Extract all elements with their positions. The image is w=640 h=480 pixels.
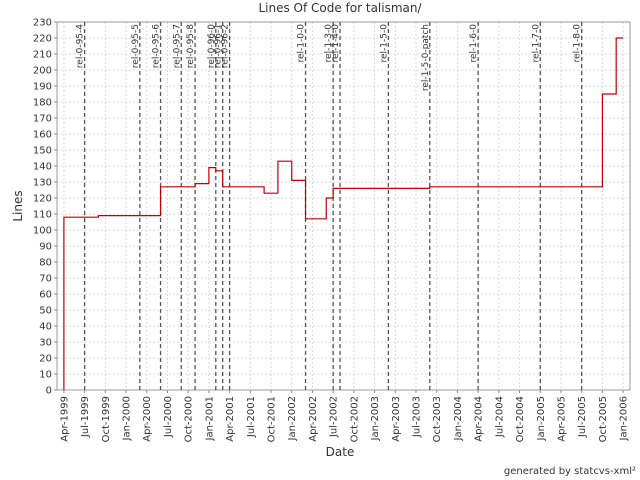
release-label: rel-1-5-0-patch [421,24,431,91]
x-tick-label: Jul-2001 [246,396,257,438]
x-tick-label: Apr-2005 [556,396,567,442]
y-tick-label: 220 [33,34,52,45]
y-tick-label: 40 [39,322,52,333]
release-label: rel-0-95-7 [172,24,182,68]
y-tick-label: 160 [33,130,52,141]
y-tick-label: 180 [33,98,52,109]
x-tick-label: Apr-2003 [391,396,402,442]
x-tick-label: Apr-1999 [59,396,70,442]
x-tick-label: Apr-2000 [142,396,153,442]
x-tick-label: Jan-2002 [287,396,298,441]
x-tick-label: Oct-2004 [515,396,526,442]
x-tick-label: Jul-2004 [494,396,505,438]
y-tick-label: 60 [39,290,52,301]
release-label: rel-0-96-1 [214,24,224,68]
release-label: rel-1-0-0 [297,24,307,63]
y-tick-label: 110 [33,210,52,221]
x-tick-label: Oct-2002 [349,396,360,442]
y-tick-label: 190 [33,82,52,93]
x-tick-label: Apr-2004 [474,396,485,442]
plot-area [57,22,630,390]
y-tick-label: 170 [33,114,52,125]
x-tick-label: Jul-2002 [329,396,340,438]
release-label: rel-0-95-5 [131,24,141,68]
x-tick-label: Jan-2006 [619,396,630,441]
release-label: rel-1-8-0 [573,24,583,63]
release-label: rel-0-96-0 [207,24,217,68]
y-tick-label: 140 [33,162,52,173]
x-tick-label: Apr-2001 [225,396,236,442]
release-label: rel-0-95-8 [186,24,196,68]
y-tick-label: 100 [33,226,52,237]
x-tick-label: Jan-2005 [536,396,547,441]
y-tick-label: 150 [33,146,52,157]
x-tick-label: Oct-2001 [267,396,278,442]
release-label: rel-0-95-4 [76,24,86,68]
y-axis-label: Lines [11,190,25,221]
x-tick-label: Jul-2003 [411,396,422,438]
y-tick-label: 10 [39,370,52,381]
y-tick-label: 210 [33,50,52,61]
x-tick-label: Jul-2000 [163,396,174,438]
release-label: rel-0-96-2 [221,24,231,68]
x-tick-label: Oct-2000 [184,396,195,442]
x-tick-label: Jul-2005 [577,396,588,438]
y-tick-label: 0 [46,386,52,397]
release-label: rel-1-6-0 [469,24,479,63]
x-tick-label: Jan-2000 [122,396,133,441]
x-tick-label: Oct-2003 [432,396,443,442]
y-tick-label: 130 [33,178,52,189]
y-tick-label: 70 [39,274,52,285]
y-tick-label: 80 [39,258,52,269]
y-tick-label: 200 [33,66,52,77]
release-label: rel-1-3-0 [324,24,334,63]
y-tick-label: 120 [33,194,52,205]
x-tick-label: Jan-2004 [453,396,464,441]
release-label: rel-1-5-0 [379,24,389,63]
chart-title: Lines Of Code for talisman/ [258,1,422,15]
x-tick-label: Jan-2001 [204,396,215,441]
y-tick-label: 230 [33,18,52,29]
x-tick-label: Oct-1999 [101,396,112,442]
y-tick-label: 30 [39,338,52,349]
y-tick-label: 90 [39,242,52,253]
plot-border [56,21,631,391]
release-label: rel-1-7-0 [531,24,541,63]
x-axis-label: Date [326,445,355,459]
line [63,37,624,390]
x-tick-label: Jan-2003 [370,396,381,441]
x-tick-label: Jul-1999 [80,396,91,438]
x-tick-label: Oct-2005 [598,396,609,442]
y-tick-label: 50 [39,306,52,317]
release-label: rel-1-4-0 [331,24,341,63]
y-tick-label: 20 [39,354,52,365]
x-tick-label: Apr-2002 [308,396,319,442]
release-label: rel-0-95-6 [152,24,162,68]
footer: generated by statcvs-xml² [504,466,636,477]
